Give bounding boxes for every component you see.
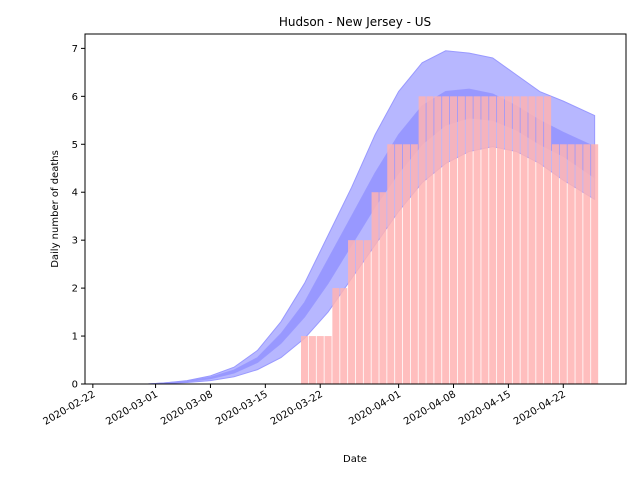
- bar-2020-03-28: [363, 240, 371, 384]
- bar-2020-04-12: [481, 96, 489, 384]
- bar-2020-03-30: [379, 192, 387, 384]
- bar-2020-04-03: [410, 144, 418, 384]
- bar-2020-04-14: [497, 96, 505, 384]
- bars: [301, 96, 599, 384]
- y-tick-label: 3: [72, 236, 78, 247]
- bar-2020-04-05: [426, 96, 434, 384]
- bar-2020-04-08: [449, 96, 458, 384]
- bar-2020-03-31: [387, 144, 395, 384]
- bar-2020-04-09: [457, 96, 465, 384]
- bar-2020-04-01: [395, 144, 403, 384]
- bar-2020-04-23: [567, 144, 575, 384]
- bar-2020-04-02: [402, 144, 410, 384]
- bar-2020-03-22: [316, 336, 324, 384]
- y-axis: 0 1 2 3 4 5 6 7: [72, 44, 85, 391]
- bar-2020-04-07: [442, 96, 450, 384]
- bar-2020-03-27: [355, 240, 363, 384]
- bar-2020-04-16: [512, 96, 520, 384]
- y-tick-label: 5: [72, 140, 78, 151]
- bar-2020-04-15: [504, 96, 512, 384]
- y-tick-label: 7: [72, 44, 78, 55]
- bar-2020-04-18: [528, 96, 536, 384]
- chart-title: Hudson - New Jersey - US: [279, 15, 431, 29]
- bar-2020-04-17: [520, 96, 528, 384]
- x-axis-label: Date: [343, 454, 367, 465]
- y-tick-label: 0: [72, 380, 78, 391]
- y-tick-label: 2: [72, 284, 78, 295]
- plot-frame: [84, 33, 627, 385]
- bar-2020-04-10: [465, 96, 473, 384]
- y-tick-label: 4: [72, 188, 78, 199]
- bar-2020-04-21: [551, 144, 559, 384]
- bar-2020-04-26: [591, 144, 599, 384]
- bar-2020-04-25: [583, 144, 591, 384]
- bar-2020-03-24: [332, 288, 340, 384]
- bar-2020-03-29: [371, 192, 379, 384]
- y-tick-label: 1: [72, 332, 78, 343]
- bar-2020-04-13: [489, 96, 497, 384]
- bar-2020-04-22: [559, 144, 567, 384]
- bar-2020-03-23: [324, 336, 332, 384]
- bar-2020-04-24: [575, 144, 583, 384]
- y-tick-label: 6: [72, 92, 78, 103]
- bar-2020-03-20: [301, 336, 309, 384]
- bar-2020-04-04: [418, 96, 426, 384]
- bar-2020-04-20: [544, 96, 552, 384]
- bar-2020-04-11: [473, 96, 481, 384]
- bar-2020-03-26: [348, 240, 356, 384]
- bar-2020-03-21: [308, 336, 316, 384]
- y-axis-label: Daily number of deaths: [50, 150, 61, 268]
- bar-2020-04-19: [536, 96, 544, 384]
- bar-2020-04-06: [434, 96, 442, 384]
- bar-2020-03-25: [340, 288, 348, 384]
